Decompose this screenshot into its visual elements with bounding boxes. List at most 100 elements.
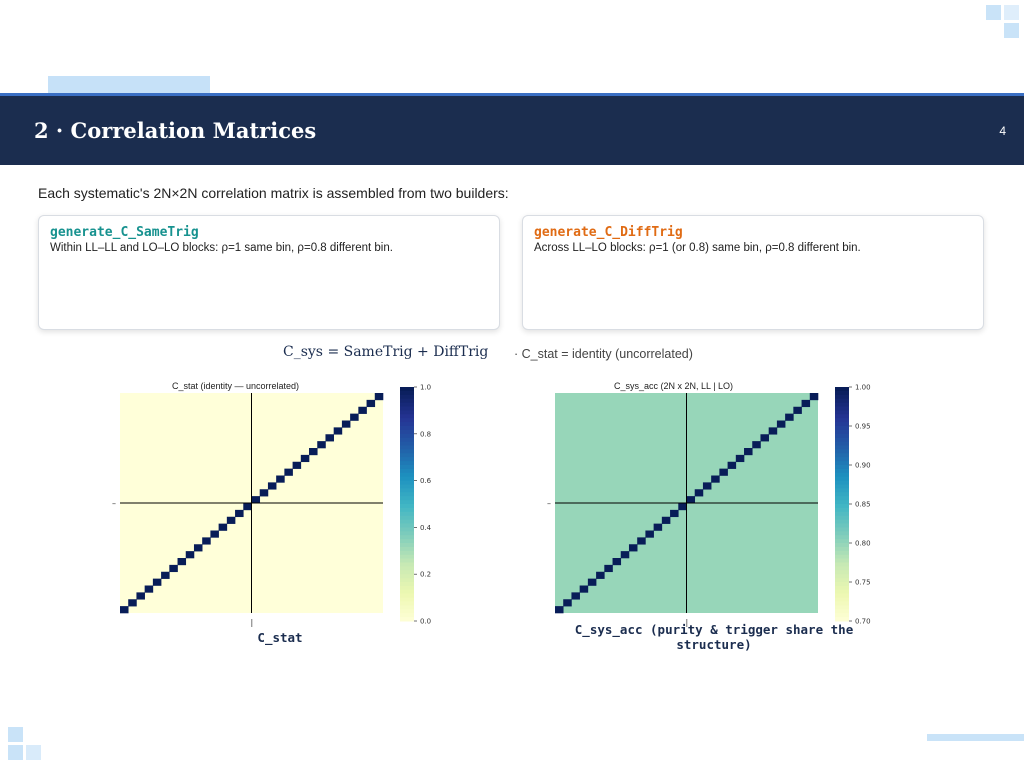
card-diff-trig: generate_C_DiffTrig Across LL–LO blocks:…	[522, 215, 984, 330]
colorbar-segment	[835, 558, 849, 563]
diagonal-cell	[341, 420, 351, 428]
card-same-trig: generate_C_SameTrig Within LL–LL and LO–…	[38, 215, 500, 330]
heatmap-csys-acc: – | 0.70 0.75 0.80 0.85 0.90 0.95 1.00	[547, 384, 871, 628]
diagonal-cell	[267, 482, 277, 490]
colorbar-segment	[400, 601, 414, 606]
colorbar-segment	[400, 554, 414, 560]
colorbar-segment	[835, 445, 849, 450]
diagonal-cell	[735, 454, 745, 463]
colorbar-segment	[835, 543, 849, 548]
diagonal-cell	[563, 599, 572, 607]
diagonal-cell	[768, 427, 778, 435]
colorbar-segment	[400, 543, 414, 548]
diagonal-cell	[243, 503, 252, 511]
colorbar-segment	[835, 527, 849, 532]
colorbar-tick-label: 1.0	[420, 384, 431, 392]
diagonal-cell	[366, 399, 376, 408]
colorbar-tick-label: 0.6	[420, 477, 432, 485]
colorbar-segment	[400, 609, 414, 614]
colorbar-segment	[835, 566, 849, 571]
colorbar-tick-label: 0.70	[855, 618, 871, 626]
colorbar-segment	[835, 574, 849, 579]
diagonal-cell	[317, 441, 326, 449]
diagonal-cell	[571, 592, 580, 600]
diagonal-cell	[711, 475, 720, 483]
colorbar-segment	[835, 605, 849, 610]
colorbar-tick-label: 0.95	[855, 423, 871, 431]
colorbar-segment	[835, 523, 849, 528]
colorbar-segment	[835, 519, 849, 524]
colorbar-segment	[400, 527, 414, 532]
colorbar-segment	[400, 426, 414, 431]
diagonal-cell	[235, 509, 244, 518]
colorbar-segment	[400, 461, 414, 466]
corner-decoration-top-right-1	[986, 5, 1001, 20]
colorbar-tick-label: 0.8	[420, 430, 431, 438]
diagonal-cell	[555, 606, 564, 614]
colorbar-segment	[835, 480, 849, 485]
tab-accent	[48, 76, 210, 93]
colorbar-segment	[835, 414, 849, 419]
corner-decoration-top-right-2	[1004, 5, 1019, 20]
diagonal-cell	[144, 585, 154, 593]
colorbar-segment	[835, 394, 849, 400]
colorbar-segment	[400, 515, 414, 521]
colorbar-segment	[835, 550, 849, 556]
chart-title-csys: C_sys_acc (2N x 2N, LL | LO)	[614, 381, 734, 391]
colorbar-segment	[835, 492, 849, 497]
colorbar-segment	[835, 418, 849, 423]
colorbar-segment	[835, 453, 849, 458]
diagonal-cell	[727, 461, 737, 469]
card-same-trig-description: Within LL–LL and LO–LO blocks: ρ=1 same …	[50, 242, 393, 254]
colorbar-segment	[400, 394, 414, 400]
caption-cstat: C_stat	[257, 630, 303, 645]
diagonal-cell	[661, 516, 671, 524]
colorbar-segment	[400, 449, 414, 454]
diagonal-cell	[350, 413, 359, 421]
colorbar-segment	[400, 504, 414, 509]
diagonal-cell	[161, 571, 170, 579]
diagonal-cell	[193, 544, 203, 552]
diagonal-cell	[785, 413, 794, 421]
page-number: 4	[999, 124, 1006, 138]
colorbar-segment	[835, 422, 849, 427]
diagonal-cell	[686, 496, 696, 504]
colorbar-tick-label: 0.2	[420, 571, 431, 579]
colorbar-segment	[400, 484, 414, 489]
colorbar-segment	[835, 472, 849, 478]
formula-main: C_sys = SameTrig + DiffTrig	[283, 344, 489, 360]
colorbar-segment	[835, 484, 849, 489]
colorbar-segment	[400, 531, 414, 536]
colorbar-segment	[835, 507, 849, 513]
colorbar-segment	[400, 422, 414, 427]
heatmap-cstat: – | 0.0 0.2 0.4 0.6 0.8 1.0	[112, 384, 432, 628]
colorbar-segment	[400, 519, 414, 524]
colorbar-segment	[835, 449, 849, 454]
colorbar-segment	[400, 488, 414, 493]
colorbar-segment	[400, 387, 414, 392]
diagonal-cell	[169, 564, 178, 573]
card-diff-trig-name: generate_C_DiffTrig	[534, 225, 683, 240]
diagonal-cell	[670, 509, 679, 518]
colorbar-segment	[835, 554, 849, 560]
colorbar-segment	[835, 500, 849, 505]
colorbar-segment	[835, 593, 849, 599]
diagonal-cell	[292, 461, 302, 469]
diagonal-cell	[760, 434, 769, 442]
y-tick-label: –	[547, 499, 551, 508]
colorbar-segment	[835, 582, 849, 587]
diagonal-cell	[645, 530, 654, 538]
colorbar-segment	[400, 523, 414, 528]
colorbar-segment	[835, 535, 849, 540]
diagonal-cell	[587, 578, 597, 586]
colorbar-segment	[835, 437, 849, 443]
diagonal-cell	[128, 599, 137, 607]
colorbar-segment	[400, 578, 414, 583]
colorbar-segment	[400, 472, 414, 478]
diagonal-cell	[210, 530, 219, 538]
colorbar-segment	[835, 597, 849, 602]
colorbar-tick-label: 0.75	[855, 579, 871, 587]
colorbar-segment	[835, 515, 849, 521]
header-top-rule	[0, 93, 1024, 96]
y-tick-label: –	[112, 499, 116, 508]
